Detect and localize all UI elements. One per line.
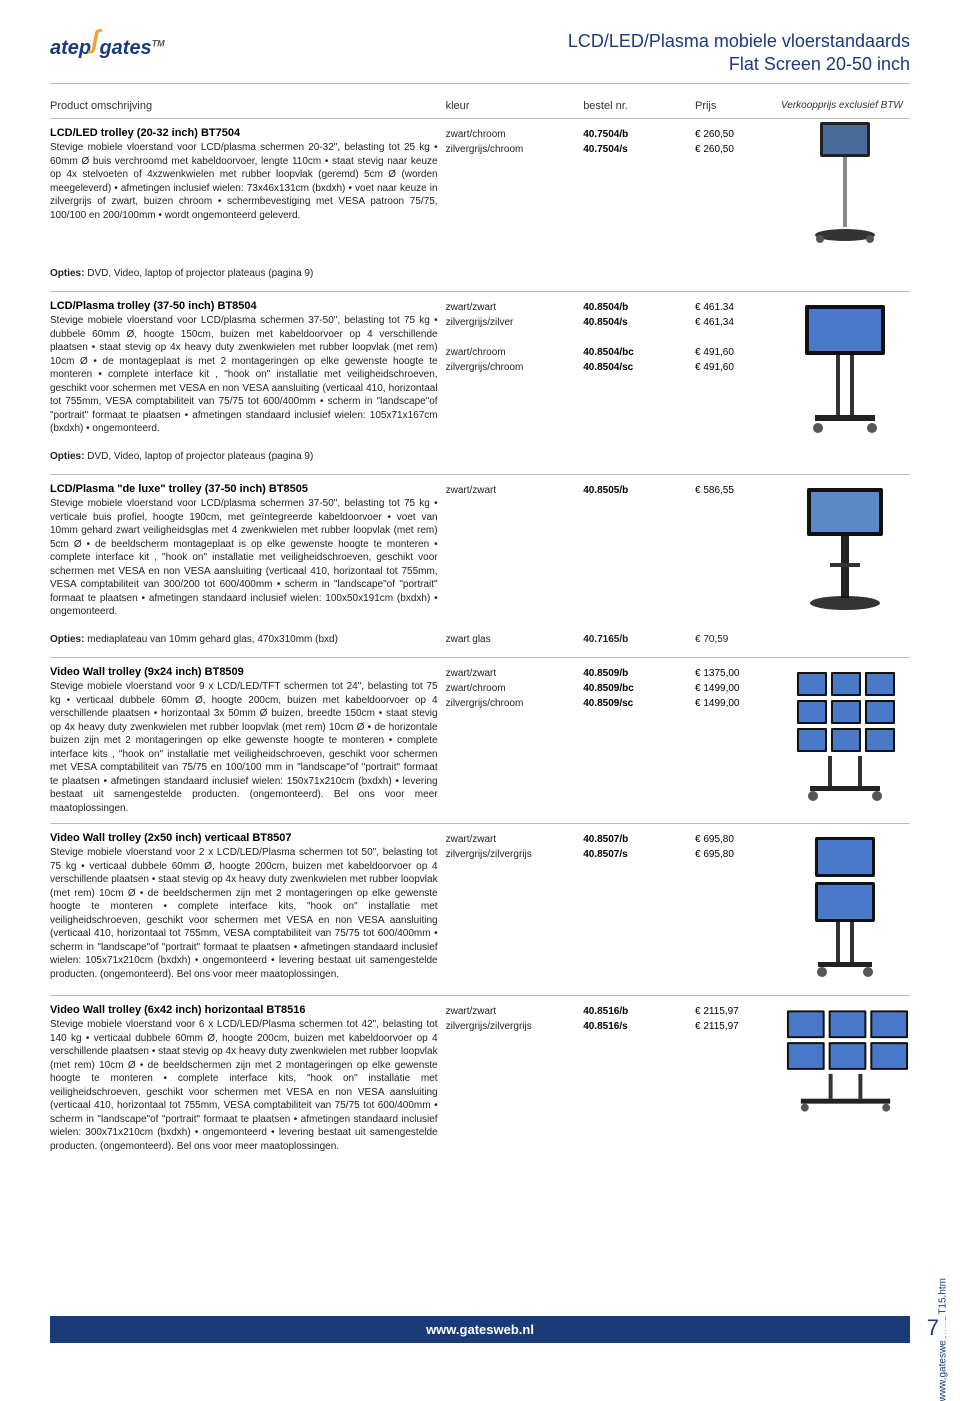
product-codes: 40.8504/b40.8504/s 40.8504/bc40.8504/sc bbox=[583, 300, 695, 375]
footer-url: www.gatesweb.nl bbox=[426, 1322, 534, 1337]
product-description: Video Wall trolley (2x50 inch) verticaal… bbox=[50, 832, 446, 981]
col-kleur-header: kleur bbox=[446, 100, 584, 112]
product-variants: zwart/zwartzilvergrijs/zilvergrijs bbox=[446, 1004, 584, 1034]
options-label: Opties: bbox=[50, 268, 84, 279]
product-options-row: Opties: mediaplateau van 10mm gehard gla… bbox=[50, 628, 910, 649]
logo-text-b: gates bbox=[99, 37, 151, 59]
product-block: LCD/LED trolley (20-32 inch) BT7504 Stevi… bbox=[50, 119, 910, 291]
option-price: € 70,59 bbox=[695, 634, 781, 645]
product-block: Video Wall trolley (9x24 inch) BT8509 Ste… bbox=[50, 657, 910, 823]
product-codes: 40.8507/b40.8507/s bbox=[583, 832, 695, 862]
product-variants: zwart/chroomzilvergrijs/chroom bbox=[446, 127, 584, 157]
product-description: Video Wall trolley (9x24 inch) BT8509 Ste… bbox=[50, 666, 446, 815]
product-prices: € 260,50€ 260,50 bbox=[695, 127, 781, 157]
product-variants: zwart/zwartzilvergrijs/zilver zwart/chro… bbox=[446, 300, 584, 375]
product-prices: € 586,55 bbox=[695, 483, 781, 498]
col-desc-header: Product omschrijving bbox=[50, 100, 446, 112]
product-body: Stevige mobiele vloerstand voor LCD/plas… bbox=[50, 497, 438, 619]
product-block: LCD/Plasma trolley (37-50 inch) BT8504 St… bbox=[50, 291, 910, 474]
footer-bar: www.gatesweb.nl 7 bbox=[50, 1316, 910, 1343]
product-description: LCD/LED trolley (20-32 inch) BT7504 Stevi… bbox=[50, 127, 446, 222]
product-body: Stevige mobiele vloerstand voor 6 x LCD/… bbox=[50, 1018, 438, 1153]
product-image bbox=[781, 300, 910, 445]
product-codes: 40.8505/b bbox=[583, 483, 695, 498]
product-description: LCD/Plasma trolley (37-50 inch) BT8504 St… bbox=[50, 300, 446, 436]
col-bestel-header: bestel nr. bbox=[583, 100, 695, 112]
product-block: LCD/Plasma "de luxe" trolley (37-50 inch… bbox=[50, 474, 910, 657]
product-description: Video Wall trolley (6x42 inch) horizonta… bbox=[50, 1004, 446, 1153]
page-header: atepʃgatesTM LCD/LED/Plasma mobiele vloe… bbox=[50, 30, 910, 84]
product-block: Video Wall trolley (6x42 inch) horizonta… bbox=[50, 995, 910, 1161]
option-variant: zwart glas bbox=[446, 634, 584, 645]
option-code: 40.7165/b bbox=[583, 634, 695, 645]
options-label: Opties: bbox=[50, 451, 84, 462]
product-title: LCD/Plasma "de luxe" trolley (37-50 inch… bbox=[50, 483, 438, 495]
product-image bbox=[781, 483, 910, 628]
product-prices: € 2115,97€ 2115,97 bbox=[695, 1004, 781, 1034]
page-number: 7 bbox=[921, 1315, 945, 1341]
logo-text-a: atep bbox=[50, 37, 91, 59]
product-codes: 40.7504/b40.7504/s bbox=[583, 127, 695, 157]
logo: atepʃgatesTM bbox=[50, 30, 165, 61]
col-note-header: Verkoopprijs exclusief BTW bbox=[781, 100, 910, 112]
options-label: Opties: bbox=[50, 634, 84, 645]
product-title: Video Wall trolley (2x50 inch) verticaal… bbox=[50, 832, 438, 844]
col-prijs-header: Prijs bbox=[695, 100, 781, 112]
product-body: Stevige mobiele vloerstand voor 9 x LCD/… bbox=[50, 680, 438, 815]
page-footer: www.gatesweb.nl 7 bbox=[0, 1316, 960, 1343]
title-line-2: Flat Screen 20-50 inch bbox=[568, 53, 910, 76]
product-prices: € 461.34€ 461,34 € 491,60€ 491,60 bbox=[695, 300, 781, 375]
product-title: LCD/LED trolley (20-32 inch) BT7504 bbox=[50, 127, 438, 139]
product-image bbox=[781, 666, 910, 811]
logo-swoosh-icon: ʃ bbox=[91, 24, 99, 54]
column-header-row: Product omschrijving kleur bestel nr. Pr… bbox=[50, 96, 910, 119]
product-variants: zwart/zwartzilvergrijs/zilvergrijs bbox=[446, 832, 584, 862]
product-body: Stevige mobiele vloerstand voor LCD/plas… bbox=[50, 141, 438, 222]
product-title: Video Wall trolley (9x24 inch) BT8509 bbox=[50, 666, 438, 678]
product-image bbox=[781, 117, 910, 262]
title-line-1: LCD/LED/Plasma mobiele vloerstandaards bbox=[568, 30, 910, 53]
product-image bbox=[781, 832, 910, 987]
product-image bbox=[781, 1004, 910, 1119]
product-codes: 40.8509/b40.8509/bc40.8509/sc bbox=[583, 666, 695, 711]
product-prices: € 1375,00€ 1499,00€ 1499,00 bbox=[695, 666, 781, 711]
product-variants: zwart/zwart bbox=[446, 483, 584, 498]
product-body: Stevige mobiele vloerstand voor LCD/plas… bbox=[50, 314, 438, 436]
product-body: Stevige mobiele vloerstand voor 2 x LCD/… bbox=[50, 846, 438, 981]
logo-tm: TM bbox=[152, 38, 165, 48]
product-title: Video Wall trolley (6x42 inch) horizonta… bbox=[50, 1004, 438, 1016]
product-block: Video Wall trolley (2x50 inch) verticaal… bbox=[50, 823, 910, 995]
product-codes: 40.8516/b40.8516/s bbox=[583, 1004, 695, 1034]
product-options: Opties: DVD, Video, laptop of projector … bbox=[50, 445, 910, 466]
product-options: Opties: DVD, Video, laptop of projector … bbox=[50, 262, 910, 283]
product-description: LCD/Plasma "de luxe" trolley (37-50 inch… bbox=[50, 483, 446, 619]
page-title: LCD/LED/Plasma mobiele vloerstandaards F… bbox=[568, 30, 910, 75]
product-prices: € 695,80€ 695,80 bbox=[695, 832, 781, 862]
product-title: LCD/Plasma trolley (37-50 inch) BT8504 bbox=[50, 300, 438, 312]
product-variants: zwart/zwartzwart/chroomzilvergrijs/chroo… bbox=[446, 666, 584, 711]
